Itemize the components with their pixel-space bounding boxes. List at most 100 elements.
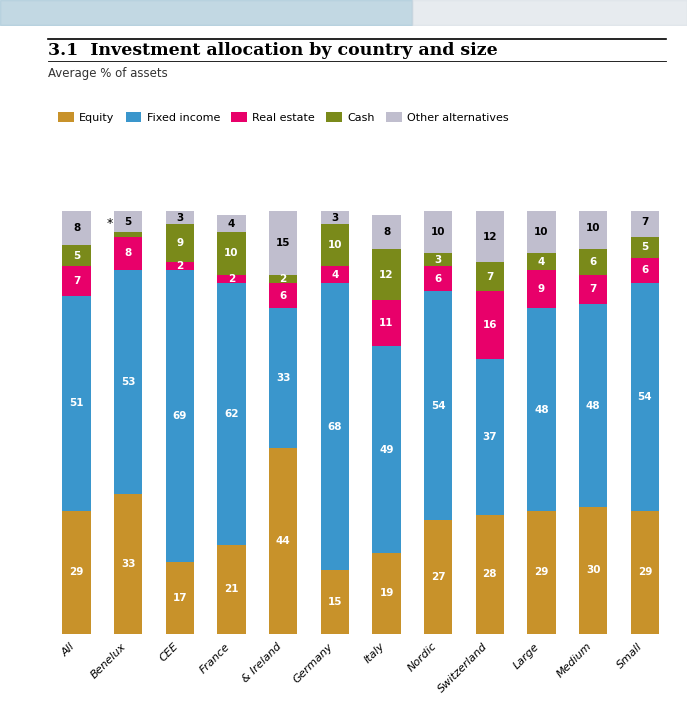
Bar: [579, 304, 607, 507]
Bar: [63, 266, 91, 296]
Bar: [63, 245, 91, 266]
Text: 29: 29: [69, 567, 84, 577]
Bar: [579, 249, 607, 275]
Text: 19: 19: [379, 589, 394, 598]
Text: 44: 44: [275, 536, 291, 546]
Text: 53: 53: [121, 377, 135, 387]
Text: 33: 33: [121, 559, 135, 569]
Bar: [321, 570, 349, 634]
Text: 3.1  Investment allocation by country and size: 3.1 Investment allocation by country and…: [48, 42, 498, 59]
Bar: [528, 211, 556, 253]
Legend: Equity, Fixed income, Real estate, Cash, Other alternatives: Equity, Fixed income, Real estate, Cash,…: [54, 108, 513, 127]
Text: 6: 6: [435, 274, 442, 284]
Bar: [166, 211, 194, 224]
Text: 10: 10: [328, 240, 342, 250]
Text: 7: 7: [641, 217, 649, 227]
Bar: [424, 520, 452, 634]
Bar: [321, 283, 349, 570]
Bar: [528, 270, 556, 308]
Bar: [475, 359, 504, 515]
Bar: [269, 211, 297, 275]
Bar: [269, 308, 297, 448]
Text: 3: 3: [435, 255, 442, 265]
Text: 10: 10: [586, 223, 600, 233]
Bar: [579, 507, 607, 634]
Bar: [114, 270, 142, 494]
Bar: [217, 283, 246, 545]
Text: 33: 33: [276, 373, 291, 383]
Text: 12: 12: [482, 232, 497, 241]
Bar: [372, 346, 401, 553]
Bar: [475, 515, 504, 634]
Bar: [166, 224, 194, 262]
Bar: [424, 253, 452, 266]
Text: 5: 5: [124, 217, 132, 227]
Text: 10: 10: [534, 227, 549, 237]
Text: 51: 51: [69, 398, 84, 408]
Bar: [424, 266, 452, 291]
Bar: [166, 562, 194, 634]
Bar: [631, 258, 659, 283]
Bar: [372, 249, 401, 300]
Bar: [372, 300, 401, 346]
Bar: [217, 275, 246, 283]
Bar: [631, 207, 659, 237]
Text: 6: 6: [589, 257, 597, 267]
Text: 8: 8: [73, 223, 80, 233]
Bar: [217, 232, 246, 275]
Text: 11: 11: [379, 318, 394, 328]
Text: 15: 15: [276, 238, 291, 248]
Bar: [114, 494, 142, 634]
Bar: [424, 291, 452, 520]
Text: 5: 5: [641, 242, 649, 252]
Text: 54: 54: [638, 392, 652, 402]
Text: 27: 27: [431, 572, 445, 582]
Bar: [217, 545, 246, 634]
Text: 8: 8: [383, 227, 390, 237]
Bar: [475, 262, 504, 291]
Text: 3: 3: [177, 213, 183, 222]
Bar: [475, 211, 504, 262]
Bar: [114, 232, 142, 237]
Text: 15: 15: [328, 597, 342, 607]
Bar: [528, 308, 556, 511]
Bar: [114, 211, 142, 232]
Text: 6: 6: [280, 291, 286, 301]
Bar: [63, 211, 91, 245]
Bar: [424, 211, 452, 253]
Text: 10: 10: [224, 249, 239, 258]
Bar: [269, 275, 297, 283]
Text: 5: 5: [73, 251, 80, 260]
Bar: [269, 283, 297, 308]
Text: 2: 2: [177, 261, 183, 271]
Bar: [269, 448, 297, 634]
Text: 7: 7: [589, 284, 597, 294]
Text: 9: 9: [177, 238, 183, 248]
Text: Average % of assets: Average % of assets: [48, 67, 168, 80]
Text: 29: 29: [638, 567, 652, 577]
Text: 69: 69: [172, 411, 187, 421]
Bar: [372, 553, 401, 634]
Bar: [217, 215, 246, 232]
Bar: [528, 511, 556, 634]
Bar: [63, 296, 91, 511]
Bar: [579, 275, 607, 304]
Text: 7: 7: [486, 272, 493, 282]
Text: 8: 8: [124, 249, 132, 258]
Text: 21: 21: [224, 584, 239, 594]
Text: 7: 7: [73, 276, 80, 286]
Text: 9: 9: [538, 284, 545, 294]
Bar: [63, 511, 91, 634]
Bar: [528, 253, 556, 270]
Text: 28: 28: [482, 570, 497, 579]
Text: 49: 49: [379, 445, 394, 455]
Text: 17: 17: [172, 593, 187, 603]
Text: 3: 3: [331, 213, 339, 222]
Bar: [321, 266, 349, 283]
Text: 4: 4: [228, 219, 235, 229]
Bar: [114, 237, 142, 270]
Bar: [631, 283, 659, 511]
Bar: [631, 511, 659, 634]
Text: 48: 48: [534, 405, 549, 415]
Text: 29: 29: [534, 567, 549, 577]
